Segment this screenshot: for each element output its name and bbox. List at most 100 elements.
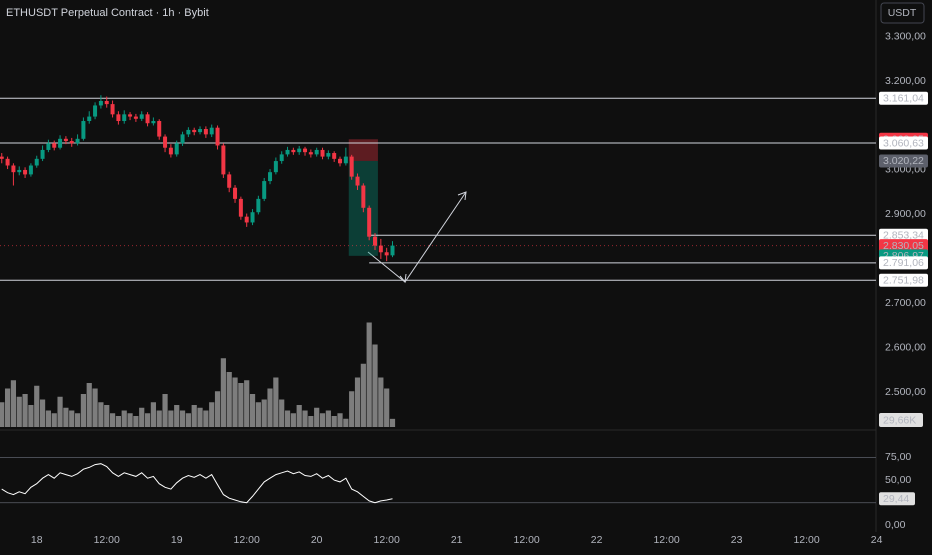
candle-body [116, 114, 121, 122]
candle-body [250, 212, 255, 223]
volume-bar [238, 383, 244, 427]
currency-button[interactable] [880, 2, 925, 24]
volume-bar [98, 402, 104, 427]
price-label: 2.853,34 [883, 229, 924, 241]
volume-bar [226, 372, 232, 427]
volume-bar [220, 358, 226, 427]
price-label-box [879, 256, 928, 270]
volume-bar [174, 405, 180, 427]
rsi-label-box [879, 492, 915, 506]
candle-body [297, 148, 302, 153]
currency-label[interactable]: USDT [888, 7, 917, 19]
candle-body [390, 245, 395, 256]
volume-bar [63, 407, 69, 427]
candle-body [332, 153, 337, 159]
candle-body [93, 105, 98, 117]
volume-bar [354, 377, 361, 427]
candle-body [314, 149, 319, 155]
volume-bar [349, 391, 355, 427]
x-tick-label: 20 [311, 534, 323, 546]
candle-body [69, 141, 74, 144]
volume-bar [319, 413, 326, 427]
candle-body [157, 121, 162, 137]
volume-bar [214, 391, 221, 427]
candle-body [320, 149, 325, 157]
volume-bar [267, 388, 273, 427]
candle-body [338, 158, 343, 164]
volume-bar [109, 413, 116, 427]
volume-bar [104, 405, 110, 427]
x-tick-label: 22 [591, 534, 603, 546]
chart-title: ETHUSDT Perpetual Contract · 1h · Bybit [6, 7, 209, 19]
volume-bar [86, 383, 92, 427]
rsi-line [1, 463, 393, 504]
price-label-box [879, 91, 928, 105]
candle-body [40, 149, 45, 159]
y-tick-label: 3.300,00 [885, 30, 926, 42]
candle-body [326, 153, 331, 157]
candle-body [238, 198, 243, 217]
volume-bar [209, 402, 215, 427]
volume-bar [69, 410, 75, 427]
price-label-box [879, 154, 928, 168]
x-tick-label: 12:00 [234, 534, 260, 546]
candle-body [221, 145, 226, 175]
volume-bar [139, 407, 145, 427]
volume-bar [232, 377, 238, 427]
candle-body [63, 138, 68, 142]
volume-bar [45, 410, 52, 427]
price-label: 3.020,22 [883, 155, 924, 167]
candle-body [279, 154, 284, 162]
candle-body [349, 156, 354, 177]
arrow-head [457, 191, 467, 201]
candle-body [5, 158, 10, 166]
volume-bar [325, 410, 331, 427]
candle-body [34, 158, 39, 166]
candle-body [343, 156, 348, 164]
candle-body [81, 121, 86, 139]
y-tick-label: 2.600,00 [885, 342, 926, 354]
candle-body [227, 174, 232, 188]
candle-body [46, 143, 51, 150]
candle-body [244, 216, 249, 223]
volume-bar [366, 322, 372, 427]
candle-body [361, 185, 366, 208]
x-tick-label: 12:00 [374, 534, 400, 546]
candle-body [139, 114, 144, 119]
candle-body [367, 207, 372, 237]
volume-bar [0, 402, 5, 427]
candle-body [285, 149, 290, 155]
candle-body [256, 198, 261, 213]
candle-body [0, 156, 4, 159]
candle-body [122, 114, 127, 122]
volume-bar [337, 413, 343, 427]
candle-body [373, 236, 378, 246]
y-tick-label: 50,00 [885, 474, 911, 486]
volume-bar [249, 394, 256, 427]
candle-body [168, 147, 173, 155]
price-label-box [879, 228, 928, 242]
candle-body [203, 129, 208, 135]
volume-bar [179, 410, 186, 427]
volume-bar [127, 413, 133, 427]
volume-bar [39, 399, 46, 427]
candle-body [378, 245, 383, 253]
candle-body [58, 138, 63, 148]
candle-body [233, 187, 238, 199]
price-label: 2.791,06 [883, 257, 924, 269]
y-tick-label: 3.200,00 [885, 75, 926, 87]
x-tick-label: 19 [171, 534, 183, 546]
candle-body [186, 129, 191, 135]
volume-bar [28, 405, 34, 427]
drawing-arrow [367, 191, 467, 284]
volume-bar [290, 413, 296, 427]
candle-body [308, 152, 313, 155]
price-label: 2.830,05 [883, 240, 924, 252]
volume-label: 29,66K [883, 414, 916, 426]
price-label-box [879, 273, 928, 287]
volume-bar [197, 407, 203, 427]
y-tick-label: 0,00 [885, 519, 906, 531]
candle-body [133, 116, 138, 119]
volume-bar [133, 416, 139, 427]
